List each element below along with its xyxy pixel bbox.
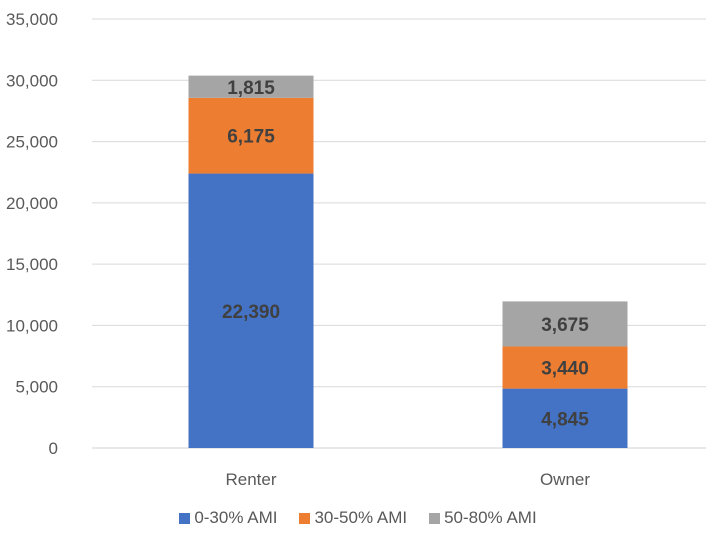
x-tick-label: Owner: [540, 470, 590, 489]
y-tick-label: 25,000: [6, 133, 58, 152]
legend-swatch-30-50-ami: [299, 512, 311, 524]
bar-segment: [502, 301, 628, 347]
legend-label-30-50-ami: 30-50% AMI: [314, 508, 408, 527]
bar-segment: [502, 346, 628, 389]
y-tick-label: 20,000: [6, 194, 58, 213]
legend-item-0-30-ami: 0-30% AMI: [179, 508, 277, 528]
bar-segment: [188, 75, 314, 98]
x-tick-label: Renter: [225, 470, 276, 489]
data-label: 1,815: [227, 78, 275, 99]
data-label: 6,175: [227, 127, 275, 148]
y-tick-label: 0: [49, 439, 58, 458]
legend-item-50-80-ami: 50-80% AMI: [429, 508, 537, 528]
data-label: 3,675: [541, 315, 589, 336]
legend-swatch-0-30-ami: [179, 512, 191, 524]
bar-segment: [188, 173, 314, 449]
legend-item-30-50-ami: 30-50% AMI: [299, 508, 407, 528]
y-tick-label: 5,000: [15, 378, 58, 397]
y-tick-label: 15,000: [6, 255, 58, 274]
legend-swatch-50-80-ami: [429, 512, 441, 524]
data-label: 22,390: [222, 302, 280, 323]
bar-segment: [188, 97, 314, 174]
y-tick-label: 35,000: [6, 10, 58, 29]
bar-segment: [502, 388, 628, 448]
legend-label-50-80-ami: 50-80% AMI: [444, 508, 537, 527]
y-tick-label: 30,000: [6, 71, 58, 90]
chart-legend: 0-30% AMI 30-50% AMI 50-80% AMI: [0, 508, 716, 528]
y-tick-label: 10,000: [6, 316, 58, 335]
data-label: 3,440: [541, 359, 589, 380]
legend-label-0-30-ami: 0-30% AMI: [194, 508, 278, 527]
data-label: 4,845: [541, 409, 589, 430]
